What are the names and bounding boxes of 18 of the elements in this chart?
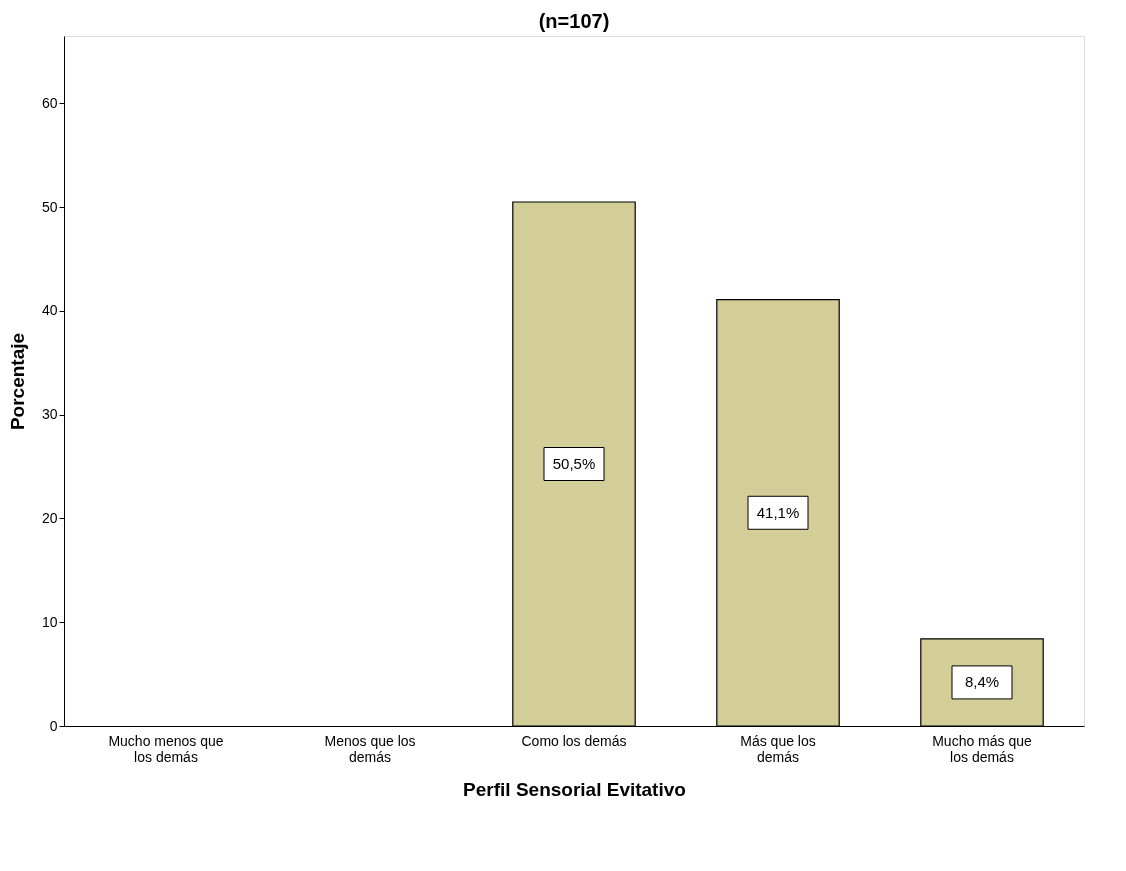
y-tick-label: 20 [41,509,58,526]
x-tick-label: Menos que los demás [324,732,416,765]
x-tick-label: Como los demás [521,732,627,749]
y-tick-label: 10 [41,613,58,630]
y-axis-title: Porcentaje [6,332,28,431]
y-tick-label: 60 [41,94,58,111]
x-axis-title: Perfil Sensorial Evitativo [463,778,686,800]
x-tick-label: Mucho más que los demás [932,732,1033,765]
y-tick-label: 30 [41,406,58,423]
data-label: 41,1% [756,503,800,521]
data-label: 50,5% [552,455,596,473]
y-tick-label: 50 [41,198,58,215]
x-tick-label: Más que los demás [740,732,816,765]
y-tick-label: 0 [49,717,58,734]
x-tick-label: Mucho menos que los demás [108,732,224,765]
data-label: 8,4% [964,673,1000,691]
chart-title: (n=107) [538,10,610,32]
y-tick-label: 40 [41,302,58,319]
